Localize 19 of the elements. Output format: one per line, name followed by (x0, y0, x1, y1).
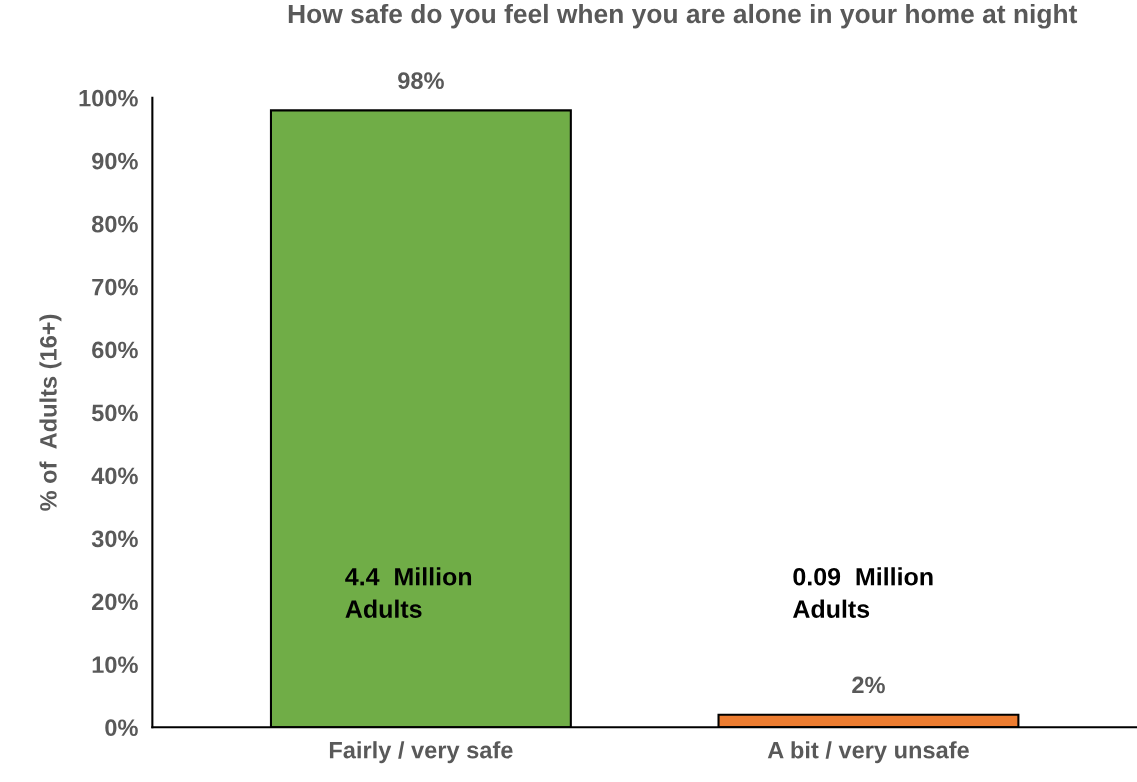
data-label: 98% (398, 72, 444, 90)
y-tick-label: 40% (91, 467, 138, 485)
y-tick-label: 20% (92, 593, 138, 611)
y-tick-label: 100% (79, 89, 138, 107)
y-tick-label: 10% (92, 656, 138, 674)
y-tick-label: 60% (92, 341, 138, 359)
y-tick-label: 90% (92, 152, 138, 170)
y-axis-title: % of Adults (16+) (39, 314, 62, 511)
y-tick-label: 70% (92, 278, 138, 296)
annotation: 4.4 Million Adults (345, 567, 472, 618)
y-tick-label: 80% (91, 215, 138, 233)
data-label: 2% (852, 676, 885, 694)
y-tick-label: 30% (91, 530, 138, 548)
annotation: 0.09 Million Adults (793, 567, 933, 618)
y-tick-label: 0% (105, 719, 138, 737)
x-tick-label: Fairly / very safe (329, 741, 513, 764)
y-tick-label: 50% (91, 404, 138, 422)
x-tick-label: A bit / very unsafe (767, 741, 969, 764)
chart-title: How safe do you feel when you are alone in your home at night (288, 3, 1078, 29)
